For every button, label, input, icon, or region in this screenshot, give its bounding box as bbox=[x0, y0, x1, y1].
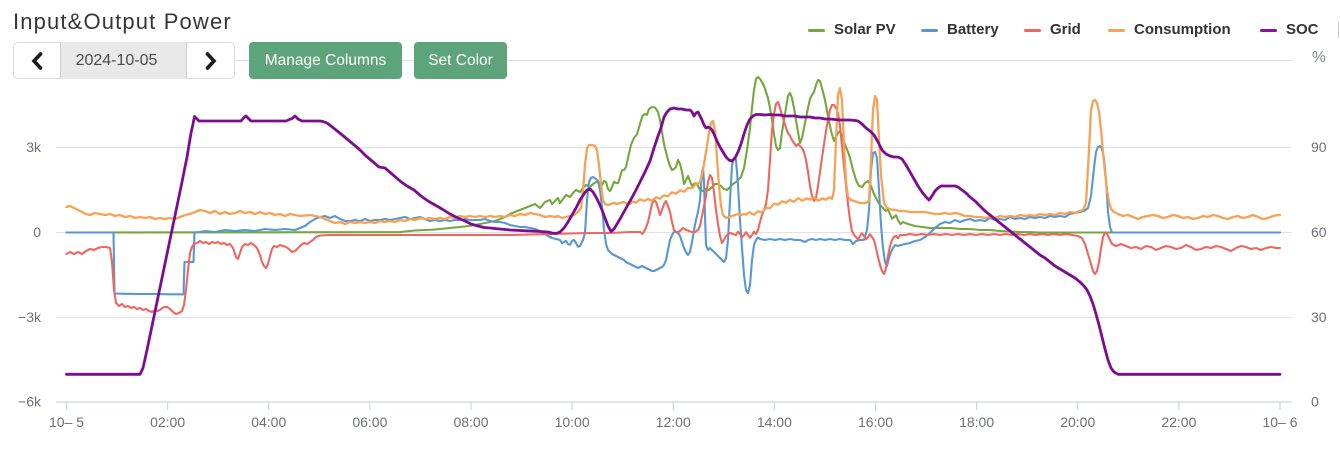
svg-text:10:00: 10:00 bbox=[555, 414, 590, 430]
svg-text:60: 60 bbox=[1311, 224, 1327, 240]
svg-text:30: 30 bbox=[1311, 309, 1327, 325]
svg-text:08:00: 08:00 bbox=[453, 414, 488, 430]
svg-text:10– 6: 10– 6 bbox=[1262, 414, 1297, 430]
svg-text:14:00: 14:00 bbox=[757, 414, 792, 430]
svg-text:0: 0 bbox=[1311, 394, 1319, 410]
svg-text:22:00: 22:00 bbox=[1161, 414, 1196, 430]
svg-text:20:00: 20:00 bbox=[1060, 414, 1095, 430]
svg-text:04:00: 04:00 bbox=[251, 414, 286, 430]
svg-text:−3k: −3k bbox=[18, 309, 42, 325]
svg-text:16:00: 16:00 bbox=[858, 414, 893, 430]
svg-text:12:00: 12:00 bbox=[656, 414, 691, 430]
svg-text:02:00: 02:00 bbox=[150, 414, 185, 430]
svg-text:0: 0 bbox=[33, 224, 41, 240]
svg-text:90: 90 bbox=[1311, 139, 1327, 155]
svg-text:06:00: 06:00 bbox=[352, 414, 387, 430]
svg-text:10– 5: 10– 5 bbox=[49, 414, 84, 430]
svg-text:%: % bbox=[1312, 49, 1326, 66]
svg-text:−6k: −6k bbox=[18, 394, 42, 410]
svg-text:18:00: 18:00 bbox=[959, 414, 994, 430]
svg-text:3k: 3k bbox=[26, 139, 42, 155]
